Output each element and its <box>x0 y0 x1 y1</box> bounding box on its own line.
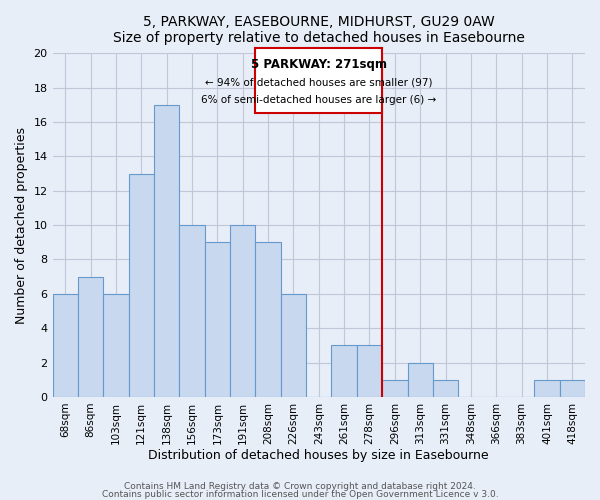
Bar <box>433 380 458 397</box>
Bar <box>128 174 154 397</box>
Bar <box>256 242 281 397</box>
Text: Contains public sector information licensed under the Open Government Licence v : Contains public sector information licen… <box>101 490 499 499</box>
Bar <box>560 380 585 397</box>
Bar <box>103 294 128 397</box>
Text: 5 PARKWAY: 271sqm: 5 PARKWAY: 271sqm <box>251 58 387 71</box>
Bar <box>407 362 433 397</box>
Text: 6% of semi-detached houses are larger (6) →: 6% of semi-detached houses are larger (6… <box>201 96 436 106</box>
Bar <box>357 346 382 397</box>
Bar <box>331 346 357 397</box>
Y-axis label: Number of detached properties: Number of detached properties <box>15 126 28 324</box>
X-axis label: Distribution of detached houses by size in Easebourne: Distribution of detached houses by size … <box>148 450 489 462</box>
Bar <box>179 225 205 397</box>
Bar <box>205 242 230 397</box>
Bar <box>53 294 78 397</box>
Text: Contains HM Land Registry data © Crown copyright and database right 2024.: Contains HM Land Registry data © Crown c… <box>124 482 476 491</box>
Bar <box>534 380 560 397</box>
Bar <box>154 105 179 397</box>
Bar <box>281 294 306 397</box>
Bar <box>382 380 407 397</box>
FancyBboxPatch shape <box>256 48 382 114</box>
Bar <box>230 225 256 397</box>
Bar <box>78 276 103 397</box>
Text: ← 94% of detached houses are smaller (97): ← 94% of detached houses are smaller (97… <box>205 78 433 88</box>
Title: 5, PARKWAY, EASEBOURNE, MIDHURST, GU29 0AW
Size of property relative to detached: 5, PARKWAY, EASEBOURNE, MIDHURST, GU29 0… <box>113 15 525 45</box>
